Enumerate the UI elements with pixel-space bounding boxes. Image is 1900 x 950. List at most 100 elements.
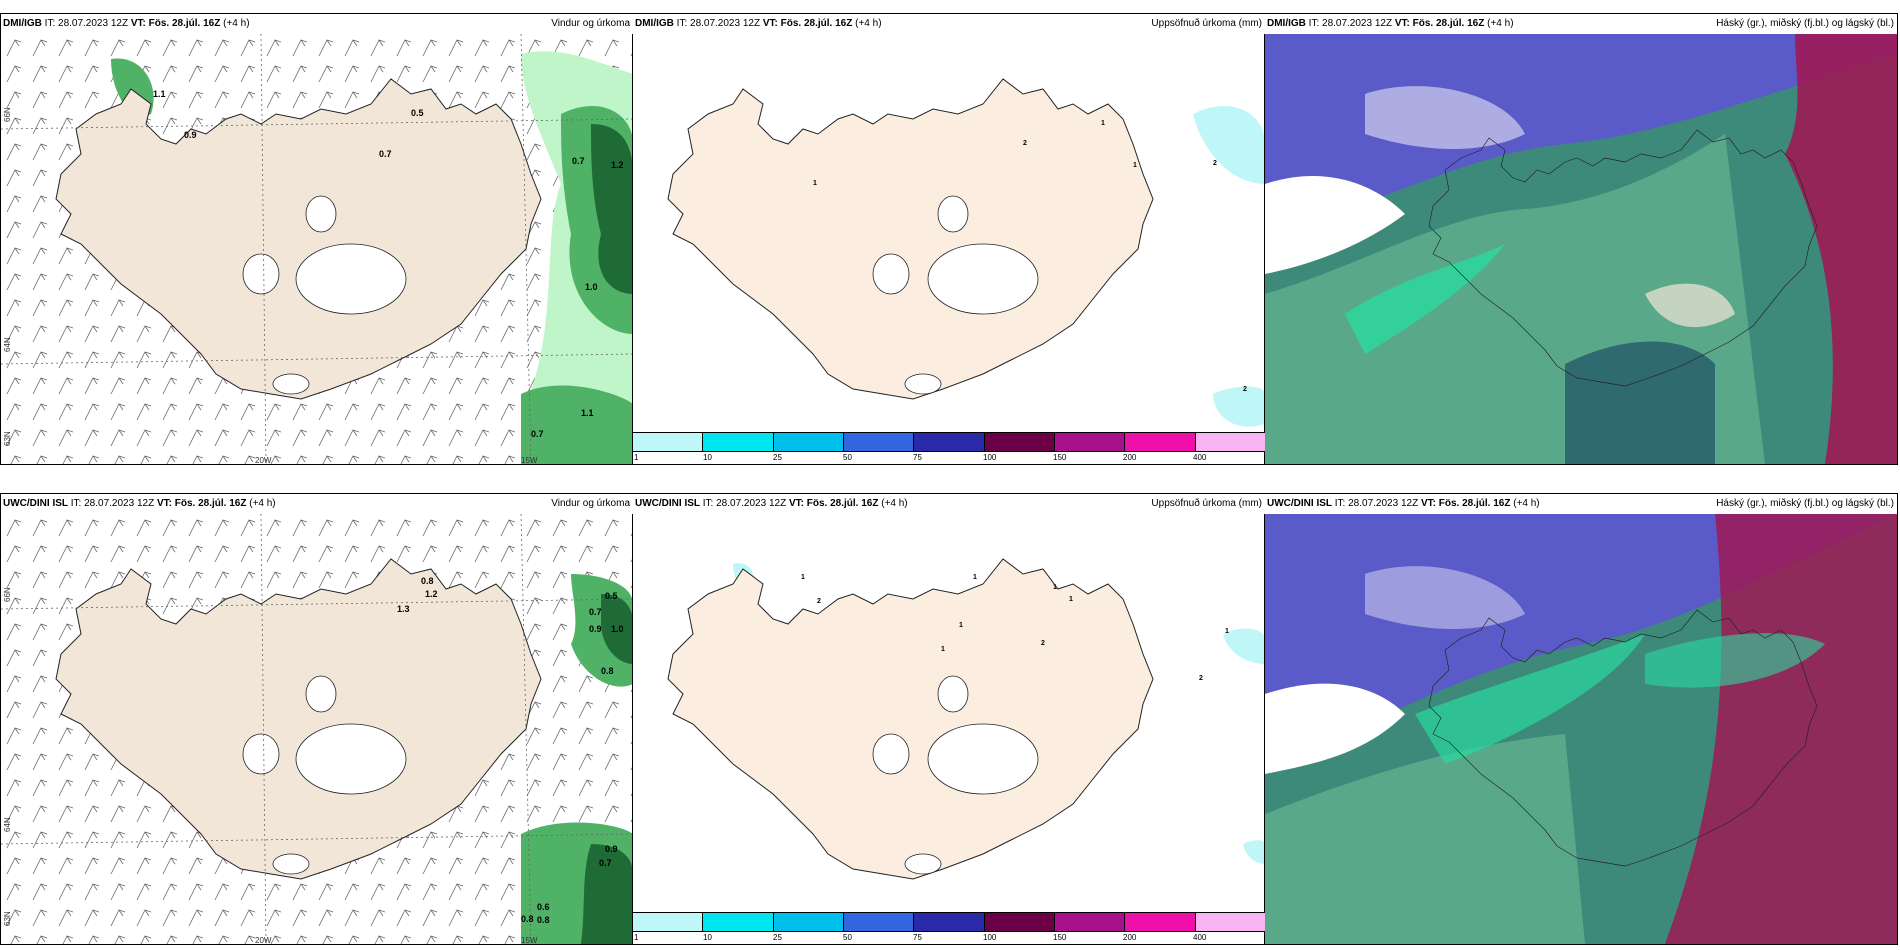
colorbar-tick: 100 (983, 933, 997, 942)
panel-header: DMI/IGB IT: 28.07.2023 12Z VT: Fös. 28.j… (1, 14, 633, 34)
model-name: DMI/IGB (3, 18, 42, 29)
model-name: UWC/DINI ISL (3, 498, 68, 509)
valid-time: Fös. 28.júl. 16Z (1412, 18, 1485, 29)
accum-value-label: 1 (941, 646, 945, 653)
accum-map (633, 34, 1265, 464)
panel-title: Háský (gr.), miðský (fj.bl.) og lágský (… (1716, 498, 1894, 509)
precip-value-label: 0.5 (605, 591, 618, 601)
cloud-map (1265, 514, 1897, 944)
colorbar-tick: 75 (913, 453, 922, 462)
wind-precip-panel-dmi: DMI/IGB IT: 28.07.2023 12Z VT: Fös. 28.j… (0, 13, 634, 465)
precip-value-label: 0.8 (601, 666, 614, 676)
accum-value-label: 2 (1243, 386, 1247, 393)
colorbar-tick: 400 (1193, 453, 1207, 462)
precip-value-label: 1.2 (425, 589, 438, 599)
lon-label-20w: 20W (255, 456, 272, 465)
wind-precip-panel-uwc: UWC/DINI ISL IT: 28.07.2023 12Z VT: Fös.… (0, 493, 634, 945)
colorbar-bin (633, 913, 704, 931)
init-time: IT: 28.07.2023 12Z (1308, 18, 1393, 29)
colorbar-bin (1054, 433, 1126, 451)
accum-precip-panel-dmi: DMI/IGB IT: 28.07.2023 12Z VT: Fös. 28.j… (632, 13, 1266, 465)
lead-time: (+4 h) (855, 18, 882, 29)
iceland-land (667, 78, 1154, 400)
colorbar-bin (1125, 913, 1196, 931)
panel-title: Uppsöfnuð úrkoma (mm) (1151, 498, 1262, 509)
cloud-cover-panel-uwc: UWC/DINI ISL IT: 28.07.2023 12Z VT: Fös.… (1264, 493, 1898, 945)
panel-header: UWC/DINI ISL IT: 28.07.2023 12Z VT: Fös.… (633, 494, 1265, 514)
valid-label: VT: (130, 18, 146, 29)
colorbar-tick: 200 (1123, 933, 1137, 942)
init-time: IT: 28.07.2023 12Z (1334, 498, 1419, 509)
precip-value-label: 0.9 (605, 844, 618, 854)
precip-value-label: 1.1 (581, 408, 594, 418)
valid-label: VT: (762, 18, 778, 29)
lead-time: (+4 h) (249, 498, 276, 509)
colorbar-tick: 150 (1053, 453, 1067, 462)
init-time: IT: 28.07.2023 12Z (676, 18, 761, 29)
accum-value-label: 1 (801, 574, 805, 581)
precip-value-label: 1.1 (153, 89, 166, 99)
accum-value-label: 1 (1133, 162, 1137, 169)
precip-value-label: 0.7 (379, 149, 392, 159)
precip-value-label: 0.9 (589, 624, 602, 634)
colorbar-bin (1195, 433, 1265, 451)
panel-header: DMI/IGB IT: 28.07.2023 12Z VT: Fös. 28.j… (1265, 14, 1897, 34)
accum-value-label: 1 (1053, 584, 1057, 591)
panel-title: Háský (gr.), miðský (fj.bl.) og lágský (… (1716, 18, 1894, 29)
precip-value-label: 0.8 (521, 914, 534, 924)
accum-value-label: 1 (1225, 628, 1229, 635)
panel-title: Vindur og úrkoma (551, 18, 630, 29)
precip-colorbar (633, 432, 1265, 452)
colorbar-bin (633, 433, 704, 451)
colorbar-tick: 25 (773, 453, 782, 462)
colorbar-tick: 200 (1123, 453, 1137, 462)
colorbar-tick: 50 (843, 453, 852, 462)
panel-title: Uppsöfnuð úrkoma (mm) (1151, 18, 1262, 29)
precip-value-label: 0.7 (531, 429, 544, 439)
accum-value-label: 2 (817, 598, 821, 605)
colorbar-bin (1195, 913, 1265, 931)
panel-header: DMI/IGB IT: 28.07.2023 12Z VT: Fös. 28.j… (633, 14, 1265, 34)
colorbar-tick: 150 (1053, 933, 1067, 942)
model-name: UWC/DINI ISL (1267, 498, 1332, 509)
valid-label: VT: (1394, 18, 1410, 29)
colorbar-bin (984, 913, 1055, 931)
init-time: IT: 28.07.2023 12Z (702, 498, 787, 509)
iceland-land (667, 558, 1154, 880)
accum-value-label: 1 (813, 180, 817, 187)
colorbar-tick: 400 (1193, 933, 1207, 942)
cloud-map (1265, 34, 1897, 464)
precip-colorbar (633, 912, 1265, 932)
precip-value-label: 0.8 (421, 576, 434, 586)
accum-precip-panel-uwc: UWC/DINI ISL IT: 28.07.2023 12Z VT: Fös.… (632, 493, 1266, 945)
lead-time: (+4 h) (223, 18, 250, 29)
precip-value-label: 1.0 (611, 624, 624, 634)
accum-map (633, 514, 1265, 944)
precip-value-label: 1.3 (397, 604, 410, 614)
colorbar-tick: 50 (843, 933, 852, 942)
colorbar-bin (984, 433, 1055, 451)
colorbar-bin (703, 433, 774, 451)
colorbar-tick: 10 (703, 453, 712, 462)
accum-value-label: 1 (1069, 596, 1073, 603)
panel-header: UWC/DINI ISL IT: 28.07.2023 12Z VT: Fös.… (1265, 494, 1897, 514)
colorbar-bin (843, 433, 915, 451)
colorbar-bin (773, 913, 844, 931)
colorbar-bin (703, 913, 774, 931)
lon-label-20w: 20W (255, 936, 272, 945)
iceland-map-svg (1, 34, 633, 464)
accum-value-label: 2 (1213, 160, 1217, 167)
iceland-land (55, 78, 542, 400)
colorbar-ticks: 1 10 25 50 75 100 150 200 400 (633, 932, 1265, 944)
colorbar-bin (1054, 913, 1126, 931)
accum-value-label: 2 (1023, 140, 1027, 147)
lead-time: (+4 h) (881, 498, 908, 509)
lat-label-66n: 66N (3, 587, 12, 602)
accum-value-label: 1 (973, 574, 977, 581)
valid-time: Fös. 28.júl. 16Z (806, 498, 879, 509)
lat-label-66n: 66N (3, 107, 12, 122)
precip-value-label: 0.7 (589, 607, 602, 617)
valid-time: Fös. 28.júl. 16Z (148, 18, 221, 29)
accum-value-label: 2 (1041, 640, 1045, 647)
precip-value-label: 1.0 (585, 282, 598, 292)
